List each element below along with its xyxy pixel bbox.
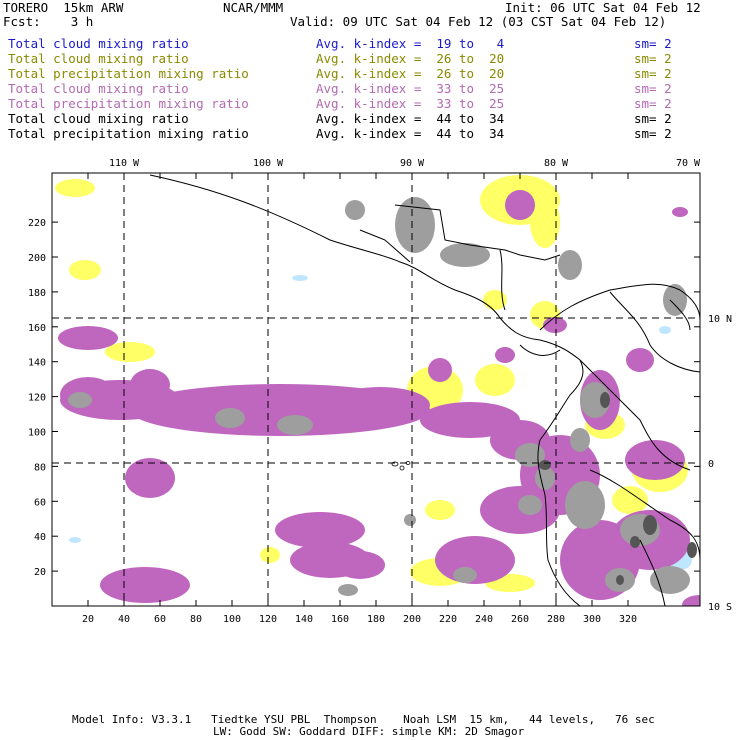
legend-kindex: Avg. k-index = 44 to 34 (316, 126, 505, 141)
physics-info: LW: Godd SW: Goddard DIFF: simple KM: 2D… (213, 725, 525, 738)
x-tick-label: 120 (259, 614, 277, 625)
legend-sm: sm= 2 (634, 66, 672, 81)
init-time: Init: 06 UTC Sat 04 Feb 12 (505, 0, 701, 15)
y-tick-label: 160 (28, 323, 46, 334)
legend-field: Total cloud mixing ratio (8, 36, 189, 51)
legend-field: Total precipitation mixing ratio (8, 126, 249, 141)
y-tick-label: 200 (28, 253, 46, 264)
axis-ticks (52, 173, 700, 606)
org-label: NCAR/MMM (223, 0, 284, 15)
legend-sm: sm= 2 (634, 36, 672, 51)
x-tick-label: 180 (367, 614, 385, 625)
gray-field (68, 197, 690, 596)
x-tick-label: 200 (403, 614, 421, 625)
x-tick-label: 240 (475, 614, 493, 625)
x-tick-label: 20 (82, 614, 94, 625)
longitude-label: 70 W (676, 158, 701, 169)
axis-labels: 20 40 60 80 100 120 140 160 180 200 220 240 260 280 30… (28, 158, 732, 625)
longitude-label: 110 W (109, 158, 140, 169)
y-tick-label: 120 (28, 393, 46, 404)
x-tick-label: 320 (619, 614, 637, 625)
legend-field: Total precipitation mixing ratio (8, 66, 249, 81)
legend-kindex: Avg. k-index = 33 to 25 (316, 81, 505, 96)
x-tick-label: 60 (154, 614, 166, 625)
legend-sm: sm= 2 (634, 81, 672, 96)
y-tick-label: 40 (34, 532, 46, 543)
legend-sm: sm= 2 (634, 96, 672, 111)
y-tick-label: 20 (34, 567, 46, 578)
y-tick-label: 100 (28, 428, 46, 439)
legend-field: Total cloud mixing ratio (8, 81, 189, 96)
legend-kindex: Avg. k-index = 44 to 34 (316, 111, 505, 126)
purple-field (58, 190, 700, 606)
latitude-label: 10 S (708, 602, 732, 613)
y-tick-label: 60 (34, 497, 46, 508)
darkgray-field (539, 392, 697, 585)
legend-kindex: Avg. k-index = 26 to 20 (316, 66, 505, 81)
x-tick-label: 300 (583, 614, 601, 625)
x-tick-label: 100 (223, 614, 241, 625)
x-tick-label: 80 (190, 614, 202, 625)
model-title: TORERO 15km ARW (3, 0, 124, 15)
valid-time: Valid: 09 UTC Sat 04 Feb 12 (03 CST Sat … (290, 14, 667, 29)
legend-sm: sm= 2 (634, 51, 672, 66)
legend-kindex: Avg. k-index = 33 to 25 (316, 96, 505, 111)
graticule (52, 173, 700, 606)
model-info: Model Info: V3.3.1 Tiedtke YSU PBL Thomp… (72, 713, 655, 726)
legend-field: Total cloud mixing ratio (8, 111, 189, 126)
longitude-label: 100 W (253, 158, 284, 169)
legend-field: Total cloud mixing ratio (8, 51, 189, 66)
y-tick-label: 80 (34, 462, 46, 473)
legend-field: Total precipitation mixing ratio (8, 96, 249, 111)
coastlines (149, 174, 700, 606)
legend-kindex: Avg. k-index = 26 to 20 (316, 51, 505, 66)
longitude-label: 80 W (544, 158, 569, 169)
forecast-hour: Fcst: 3 h (3, 14, 94, 29)
x-tick-label: 280 (547, 614, 565, 625)
legend-kindex: Avg. k-index = 19 to 4 (316, 36, 505, 51)
latitude-label: 10 N (708, 314, 732, 325)
forecast-fields (55, 174, 700, 606)
x-tick-label: 40 (118, 614, 130, 625)
x-tick-label: 260 (511, 614, 529, 625)
latitude-label: 0 (708, 459, 714, 470)
x-tick-label: 220 (439, 614, 457, 625)
legend-sm: sm= 2 (634, 126, 672, 141)
x-tick-label: 140 (295, 614, 313, 625)
y-tick-label: 180 (28, 288, 46, 299)
y-tick-label: 140 (28, 358, 46, 369)
x-tick-label: 160 (331, 614, 349, 625)
longitude-label: 90 W (400, 158, 425, 169)
legend-sm: sm= 2 (634, 111, 672, 126)
y-tick-label: 220 (28, 218, 46, 229)
